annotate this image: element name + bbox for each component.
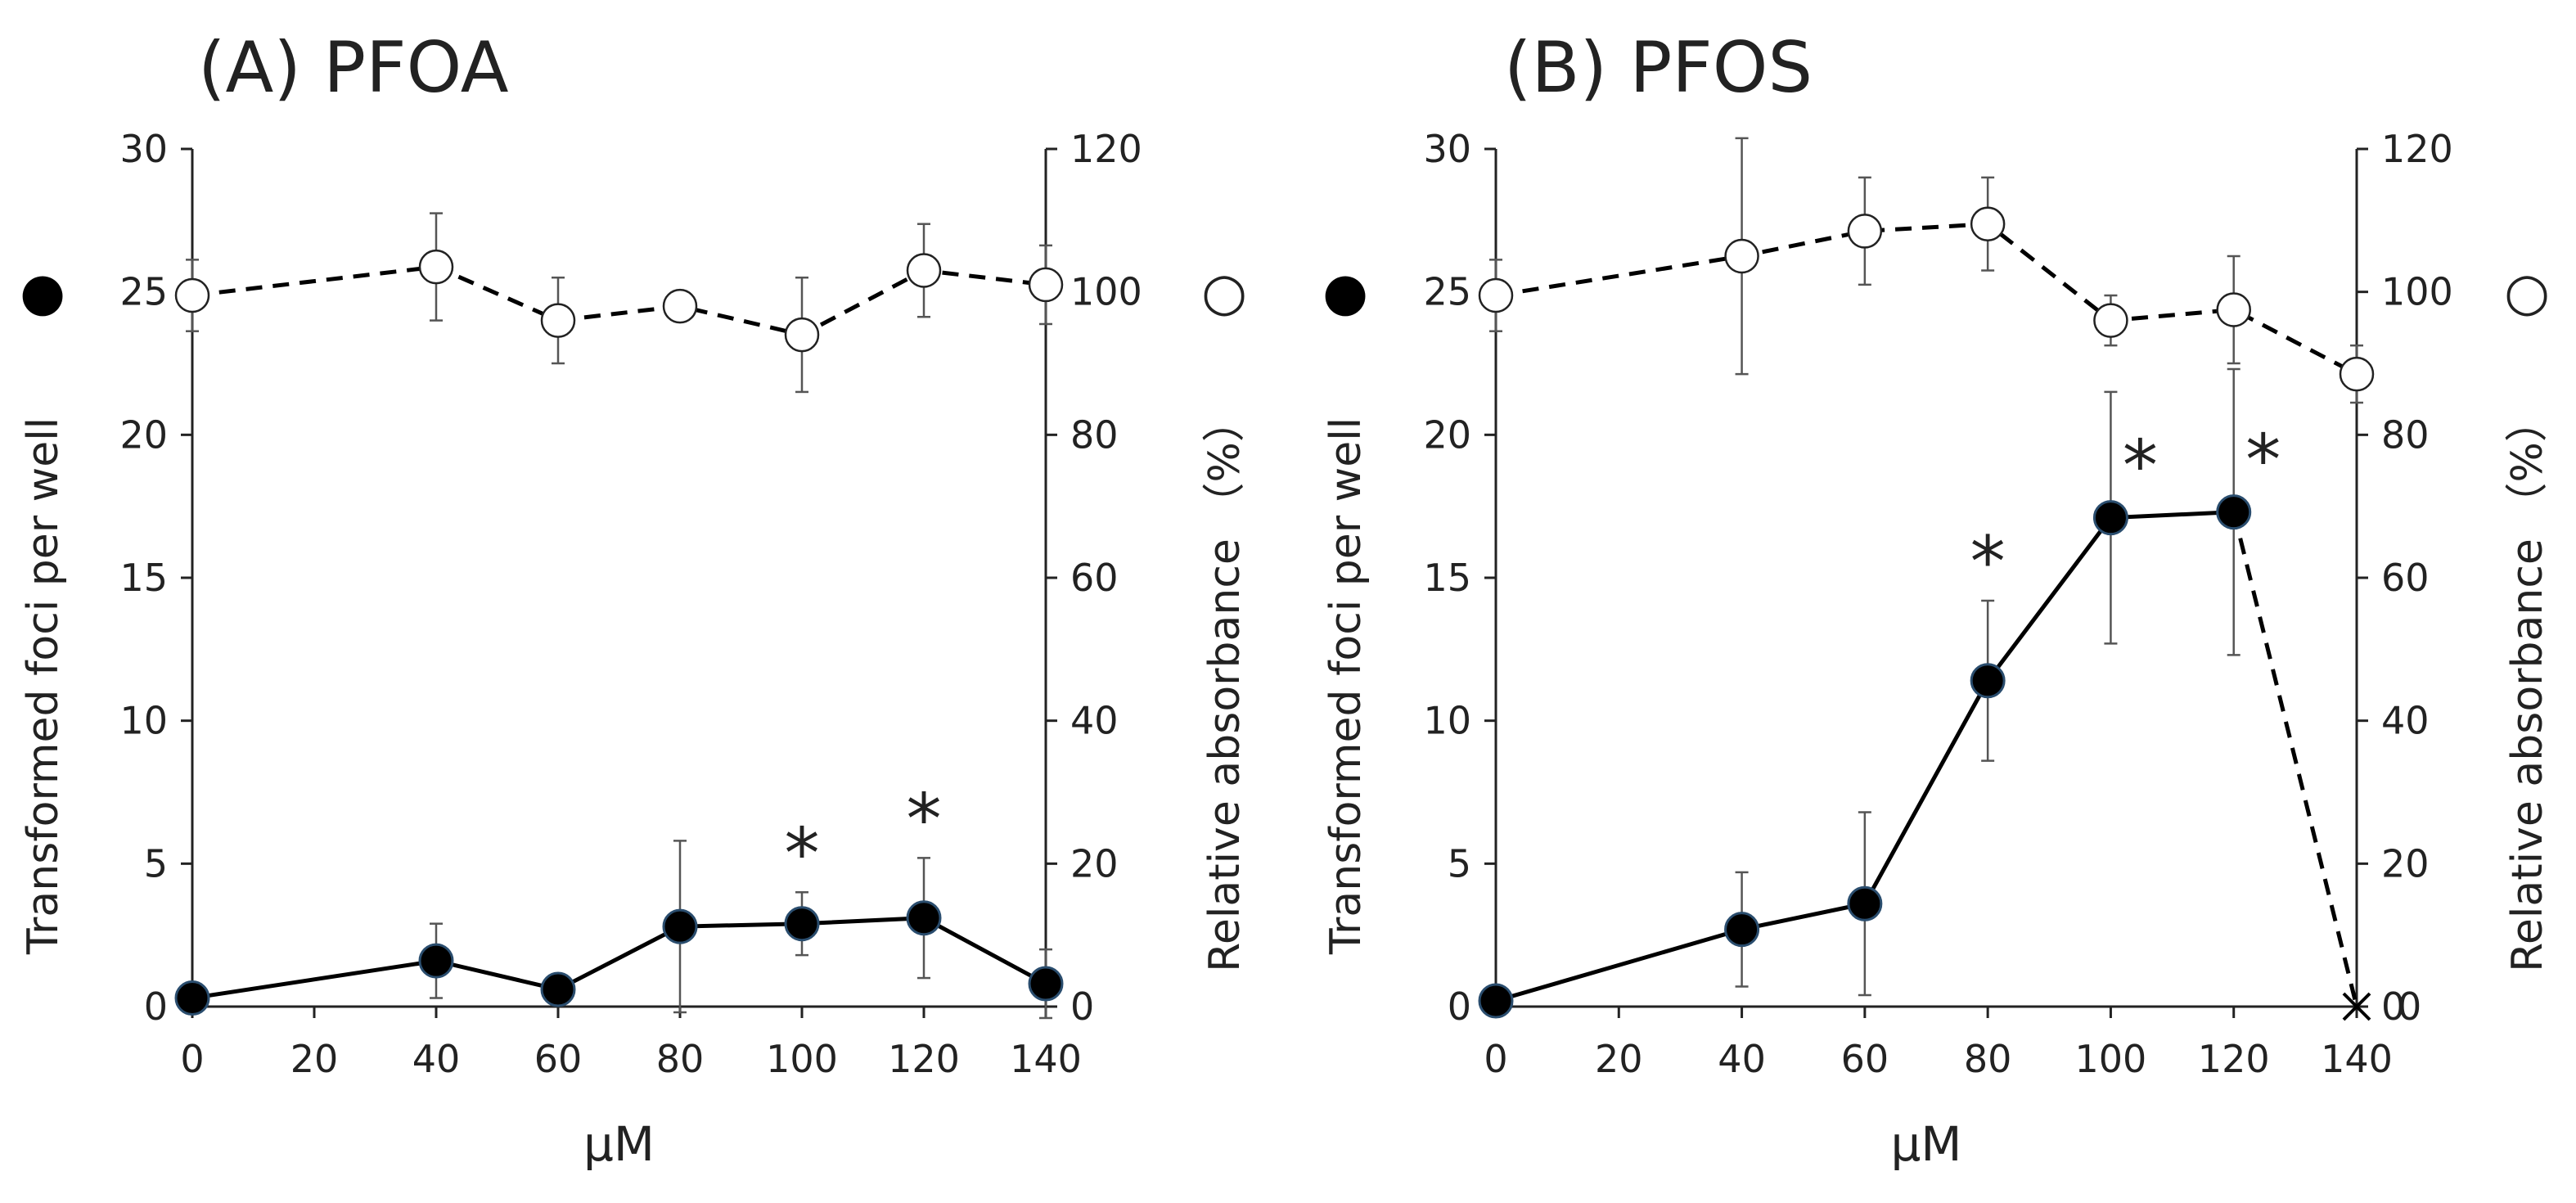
foci-point [662,908,698,944]
x-tick-label: 40 [1718,1037,1766,1081]
significance-asterisk: * [1970,521,2006,603]
y-left-tick-label: 30 [119,127,168,171]
y-left-tick-label: 10 [1423,699,1471,743]
absorbance-point [540,303,576,338]
x-tick-label: 120 [2198,1037,2270,1081]
y-left-axis-label: Transformed foci per well [1322,417,1371,955]
foci-point [906,900,942,936]
y-right-tick-label: 80 [2381,412,2430,457]
y-left-tick-label: 20 [119,412,168,457]
left-series-symbol: ● [1322,263,1368,323]
right-series-symbol: ○ [2504,263,2550,323]
right-series-symbol: ○ [1201,263,1247,323]
absorbance-point [1028,267,1064,303]
panel-a-pfoa: (A) PFOA 0 5 10 15 20 25 30 0 20 40 60 80 100 120 0 20 40… [19,27,1250,1172]
significance-asterisk: * [2123,426,2158,507]
x-tick-label: 80 [1964,1037,2012,1081]
absorbance-point [2093,303,2128,338]
y-right-axis-label: Relative absorbance （%） [2503,399,2552,972]
foci-point [784,906,820,942]
y-right-tick-label: 120 [1070,127,1142,171]
x-tick-label: 20 [1595,1037,1643,1081]
y-right-tick-label: 60 [2381,556,2430,600]
y-right-tick-label: 40 [2381,699,2430,743]
significance-asterisk: * [2245,420,2281,502]
x-tick-label: 60 [1841,1037,1889,1081]
absorbance-point [1724,238,1759,274]
foci-point [1847,885,1883,921]
y-left-tick-label: 15 [119,556,168,600]
y-right-tick-label: 100 [2381,270,2453,314]
y-right-tick-label: 100 [1070,270,1142,314]
y-right-axis-label: Relative absorbance （%） [1200,399,1250,972]
y-right-tick-label: 80 [1070,412,1119,457]
series-foci [1478,367,2371,1021]
y-left-tick-label: 0 [1448,984,1471,1029]
chart-title: (A) PFOA [198,27,509,109]
y-left-tick-label: 10 [119,699,168,743]
foci-point [2092,500,2128,536]
x-tick-label: 0 [180,1037,204,1081]
x-tick-label: 60 [534,1037,583,1081]
y-left-tick-label: 25 [119,270,168,314]
foci-point [540,971,576,1007]
series-absorbance [1478,137,2375,404]
y-left-tick-label: 30 [1423,127,1471,171]
x-tick-label: 140 [2321,1037,2393,1081]
foci-point [418,943,454,979]
absorbance-point [2339,356,2375,392]
absorbance-point [174,277,210,313]
series-absorbance [174,212,1064,394]
y-left-tick-label: 0 [144,984,168,1029]
y-right-tick-label: 0 [1070,984,1094,1029]
series-end-line [2231,511,2359,1007]
y-left-tick-label: 20 [1423,412,1471,457]
absorbance-point [906,253,942,288]
absorbance-point [1478,277,1514,313]
foci-point [1478,983,1514,1019]
series-foci [174,840,1064,1020]
y-left-tick-label: 5 [144,841,168,885]
foci-point [2216,494,2252,530]
x-tick-label: 20 [290,1037,339,1081]
x-tick-label: 100 [2075,1037,2147,1081]
y-left-tick-label: 15 [1423,556,1471,600]
left-series-symbol: ● [20,263,65,323]
y-right-tick-label: 60 [1070,556,1119,600]
y-left-axis-label: Transformed foci per well [19,417,68,955]
absorbance-point [662,288,698,324]
y-left-tick-label: 5 [1448,841,1471,885]
absorbance-point [784,317,820,353]
y-left-tick-label: 25 [1423,270,1471,314]
x-tick-label: 120 [888,1037,960,1081]
y-right-tick-label: 20 [1070,841,1119,885]
x-tick-label: 140 [1010,1037,1082,1081]
x-axis-label: μM [583,1116,655,1172]
x-tick-label: 80 [656,1037,705,1081]
y-right-tick-label: 20 [2381,841,2430,885]
foci-point [1970,663,2006,699]
x-tick-label: 0 [1484,1037,1507,1081]
absorbance-point [2216,292,2251,327]
foci-point [1028,966,1064,1002]
significance-asterisk: * [907,778,942,860]
absorbance-point [1847,214,1883,249]
foci-point [1724,912,1760,948]
end-x-marker [2342,992,2371,1021]
absorbance-point [1970,206,2006,241]
foci-point [174,980,210,1016]
y-right-tick-label: 120 [2381,127,2453,171]
y-right-extra-tick-label: 0 [2398,984,2421,1029]
x-tick-label: 100 [766,1037,838,1081]
y-right-tick-label: 40 [1070,699,1119,743]
significance-asterisk: * [785,813,820,894]
x-axis-label: μM [1891,1116,1962,1172]
absorbance-point [418,249,454,285]
y-right-tick-label: 0 [2381,984,2405,1029]
x-tick-label: 40 [412,1037,461,1081]
series-line [1495,510,2234,1003]
chart-title: (B) PFOS [1504,27,1813,109]
